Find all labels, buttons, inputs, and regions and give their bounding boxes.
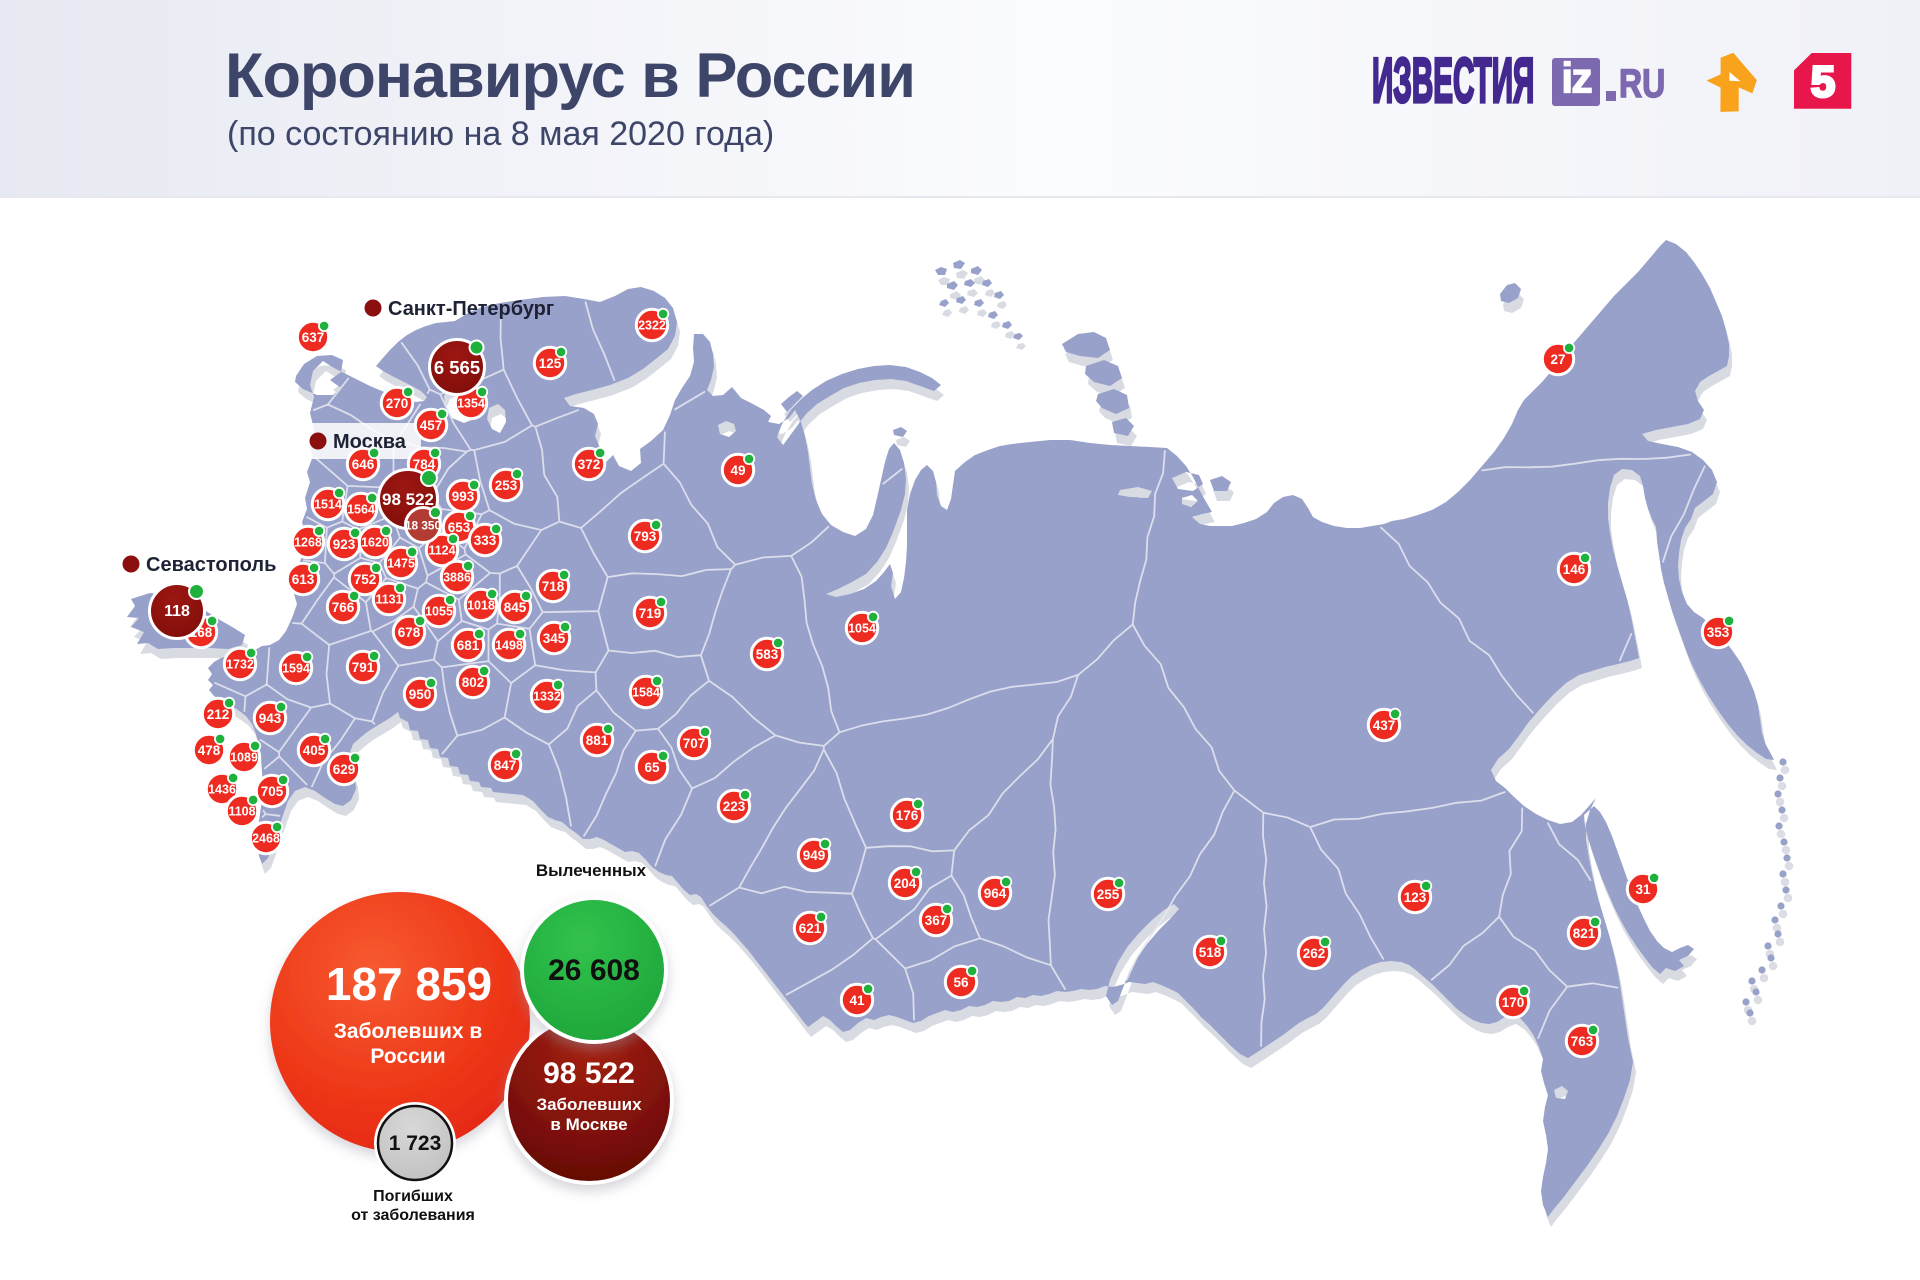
svg-text:1131: 1131: [375, 593, 402, 607]
svg-text:1124: 1124: [428, 544, 455, 558]
svg-text:845: 845: [504, 600, 527, 615]
svg-text:1 723: 1 723: [389, 1132, 442, 1155]
svg-text:18 350: 18 350: [405, 519, 442, 533]
svg-text:26 608: 26 608: [548, 954, 640, 987]
svg-text:478: 478: [198, 743, 221, 758]
svg-text:125: 125: [539, 356, 562, 371]
svg-text:253: 253: [495, 478, 518, 493]
svg-text:333: 333: [474, 533, 497, 548]
svg-text:123: 123: [1404, 890, 1427, 905]
svg-text:31: 31: [1635, 882, 1651, 897]
svg-text:345: 345: [543, 631, 566, 646]
svg-text:98 522: 98 522: [543, 1057, 635, 1090]
svg-text:Погибших: Погибших: [373, 1188, 453, 1205]
svg-text:950: 950: [409, 687, 432, 702]
svg-text:в Москве: в Москве: [550, 1115, 627, 1134]
svg-text:212: 212: [207, 707, 230, 722]
svg-text:629: 629: [333, 762, 356, 777]
svg-text:262: 262: [1303, 946, 1326, 961]
svg-text:821: 821: [1573, 926, 1596, 941]
svg-text:1475: 1475: [387, 557, 415, 571]
svg-text:1732: 1732: [226, 658, 254, 672]
svg-text:6 565: 6 565: [434, 357, 480, 378]
svg-text:964: 964: [984, 886, 1007, 901]
svg-text:от заболевания: от заболевания: [351, 1207, 475, 1224]
svg-text:646: 646: [352, 457, 375, 472]
svg-text:1564: 1564: [347, 503, 375, 517]
svg-text:170: 170: [1502, 995, 1525, 1010]
svg-text:943: 943: [259, 711, 282, 726]
svg-text:583: 583: [756, 647, 779, 662]
svg-text:1436: 1436: [208, 783, 236, 797]
svg-text:Севастополь: Севастополь: [146, 554, 276, 576]
svg-text:653: 653: [448, 520, 471, 535]
svg-text:1332: 1332: [533, 690, 561, 704]
svg-text:России: России: [370, 1045, 445, 1068]
svg-text:752: 752: [354, 572, 377, 587]
svg-text:784: 784: [413, 457, 436, 472]
svg-text:1108: 1108: [228, 805, 255, 819]
svg-text:766: 766: [332, 600, 355, 615]
svg-text:49: 49: [730, 463, 745, 478]
svg-text:993: 993: [452, 489, 475, 504]
svg-text:1055: 1055: [425, 605, 453, 619]
svg-text:Заболевших в: Заболевших в: [334, 1020, 483, 1043]
svg-text:881: 881: [586, 733, 609, 748]
svg-text:1498: 1498: [495, 639, 523, 653]
svg-text:718: 718: [542, 579, 565, 594]
svg-text:1594: 1594: [282, 662, 310, 676]
svg-text:705: 705: [261, 784, 284, 799]
svg-text:518: 518: [1199, 945, 1222, 960]
svg-text:223: 223: [723, 799, 746, 814]
svg-text:Заболевших: Заболевших: [536, 1095, 642, 1114]
svg-text:41: 41: [849, 993, 865, 1008]
svg-text:65: 65: [644, 760, 660, 775]
svg-text:372: 372: [578, 457, 601, 472]
svg-text:681: 681: [457, 638, 480, 653]
svg-text:3886: 3886: [443, 571, 471, 585]
svg-text:27: 27: [1550, 352, 1565, 367]
svg-text:847: 847: [494, 758, 517, 773]
svg-text:367: 367: [925, 913, 948, 928]
svg-text:1620: 1620: [361, 536, 389, 550]
svg-text:1054: 1054: [848, 622, 876, 636]
svg-text:1089: 1089: [230, 751, 258, 765]
svg-text:405: 405: [303, 743, 326, 758]
svg-text:353: 353: [1707, 625, 1730, 640]
svg-text:176: 176: [896, 808, 919, 823]
svg-text:187 859: 187 859: [326, 958, 492, 1010]
svg-text:457: 457: [420, 418, 443, 433]
svg-text:719: 719: [639, 606, 662, 621]
svg-text:621: 621: [799, 921, 822, 936]
svg-text:1018: 1018: [467, 599, 495, 613]
svg-text:923: 923: [333, 537, 356, 552]
svg-text:1354: 1354: [457, 397, 485, 411]
svg-text:949: 949: [803, 848, 826, 863]
svg-text:Москва: Москва: [333, 431, 407, 453]
svg-text:793: 793: [634, 529, 657, 544]
svg-text:Санкт-Петербург: Санкт-Петербург: [388, 298, 554, 320]
svg-text:56: 56: [953, 975, 969, 990]
svg-text:270: 270: [386, 396, 409, 411]
svg-text:98 522: 98 522: [382, 490, 434, 509]
svg-text:637: 637: [302, 330, 325, 345]
svg-text:2468: 2468: [252, 832, 280, 846]
svg-text:763: 763: [1571, 1034, 1594, 1049]
svg-text:Вылеченных: Вылеченных: [536, 861, 647, 880]
svg-text:1268: 1268: [294, 536, 322, 550]
svg-text:1584: 1584: [632, 686, 660, 700]
svg-text:118: 118: [164, 603, 190, 620]
svg-text:146: 146: [1563, 562, 1586, 577]
svg-text:707: 707: [683, 736, 706, 751]
svg-text:791: 791: [352, 660, 375, 675]
svg-text:2322: 2322: [638, 319, 666, 333]
svg-text:613: 613: [292, 572, 315, 587]
svg-text:255: 255: [1097, 887, 1120, 902]
svg-text:1514: 1514: [314, 498, 342, 512]
svg-text:5: 5: [1811, 58, 1835, 107]
svg-text:802: 802: [462, 675, 485, 690]
svg-text:678: 678: [398, 625, 421, 640]
svg-text:204: 204: [894, 876, 917, 891]
svg-text:437: 437: [1373, 718, 1396, 733]
